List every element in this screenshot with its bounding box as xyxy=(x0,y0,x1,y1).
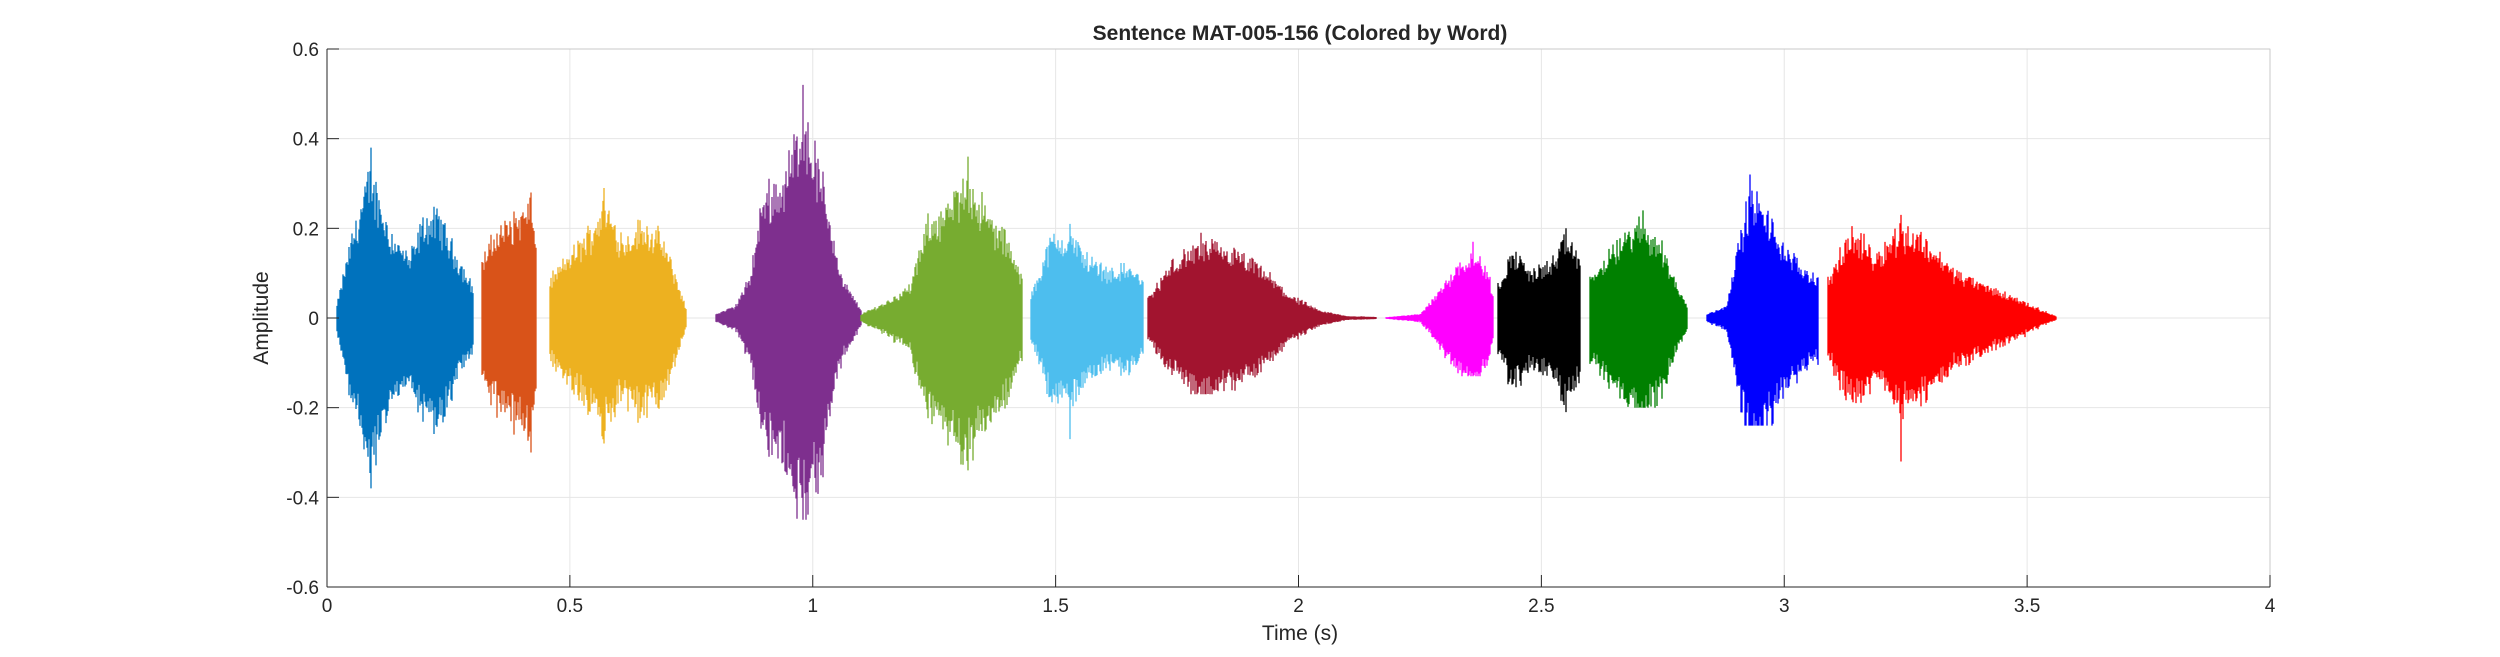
word-waveform-2 xyxy=(481,192,537,453)
word-waveform-4 xyxy=(715,84,862,520)
x-tick-label-7: 3.5 xyxy=(2014,596,2040,617)
x-tick-label-4: 2 xyxy=(1293,596,1304,617)
x-tick-label-0: 0 xyxy=(322,596,333,617)
x-tick-label-3: 1.5 xyxy=(1042,596,1068,617)
y-tick-label-4: 0.2 xyxy=(293,219,319,240)
word-waveform-1 xyxy=(336,147,474,489)
y-tick-label-2: -0.2 xyxy=(286,399,319,420)
x-tick-label-6: 3 xyxy=(1779,596,1790,617)
word-waveform-6 xyxy=(1030,223,1144,440)
word-waveform-11 xyxy=(1706,174,1819,426)
y-tick-label-0: -0.6 xyxy=(286,578,319,599)
y-tick-label-1: -0.4 xyxy=(286,488,319,509)
x-tick-label-2: 1 xyxy=(807,596,818,617)
x-axis-label: Time (s) xyxy=(1262,622,1338,645)
x-tick-label-5: 2.5 xyxy=(1528,596,1554,617)
chart-title: Sentence MAT-005-156 (Colored by Word) xyxy=(1093,22,1508,45)
word-waveform-5 xyxy=(860,156,1023,471)
word-waveforms xyxy=(336,84,2057,520)
x-tick-label-8: 4 xyxy=(2265,596,2276,617)
word-waveform-3 xyxy=(549,188,687,444)
word-waveform-12 xyxy=(1827,214,2057,462)
x-tick-label-1: 0.5 xyxy=(557,596,583,617)
y-axis-label: Amplitude xyxy=(250,271,273,364)
x-tick-labels: 0 0.5 1 1.5 2 2.5 3 3.5 4 xyxy=(322,596,2276,617)
word-waveform-7 xyxy=(1147,232,1377,395)
y-tick-labels: -0.6 -0.4 -0.2 0 0.2 0.4 0.6 xyxy=(286,40,319,599)
word-waveform-9 xyxy=(1497,228,1581,413)
word-waveform-10 xyxy=(1589,210,1688,408)
y-tick-label-6: 0.6 xyxy=(293,40,319,61)
y-tick-label-3: 0 xyxy=(308,309,319,330)
y-tick-label-5: 0.4 xyxy=(293,130,320,151)
word-waveform-8 xyxy=(1385,241,1494,377)
axes xyxy=(326,48,2271,588)
